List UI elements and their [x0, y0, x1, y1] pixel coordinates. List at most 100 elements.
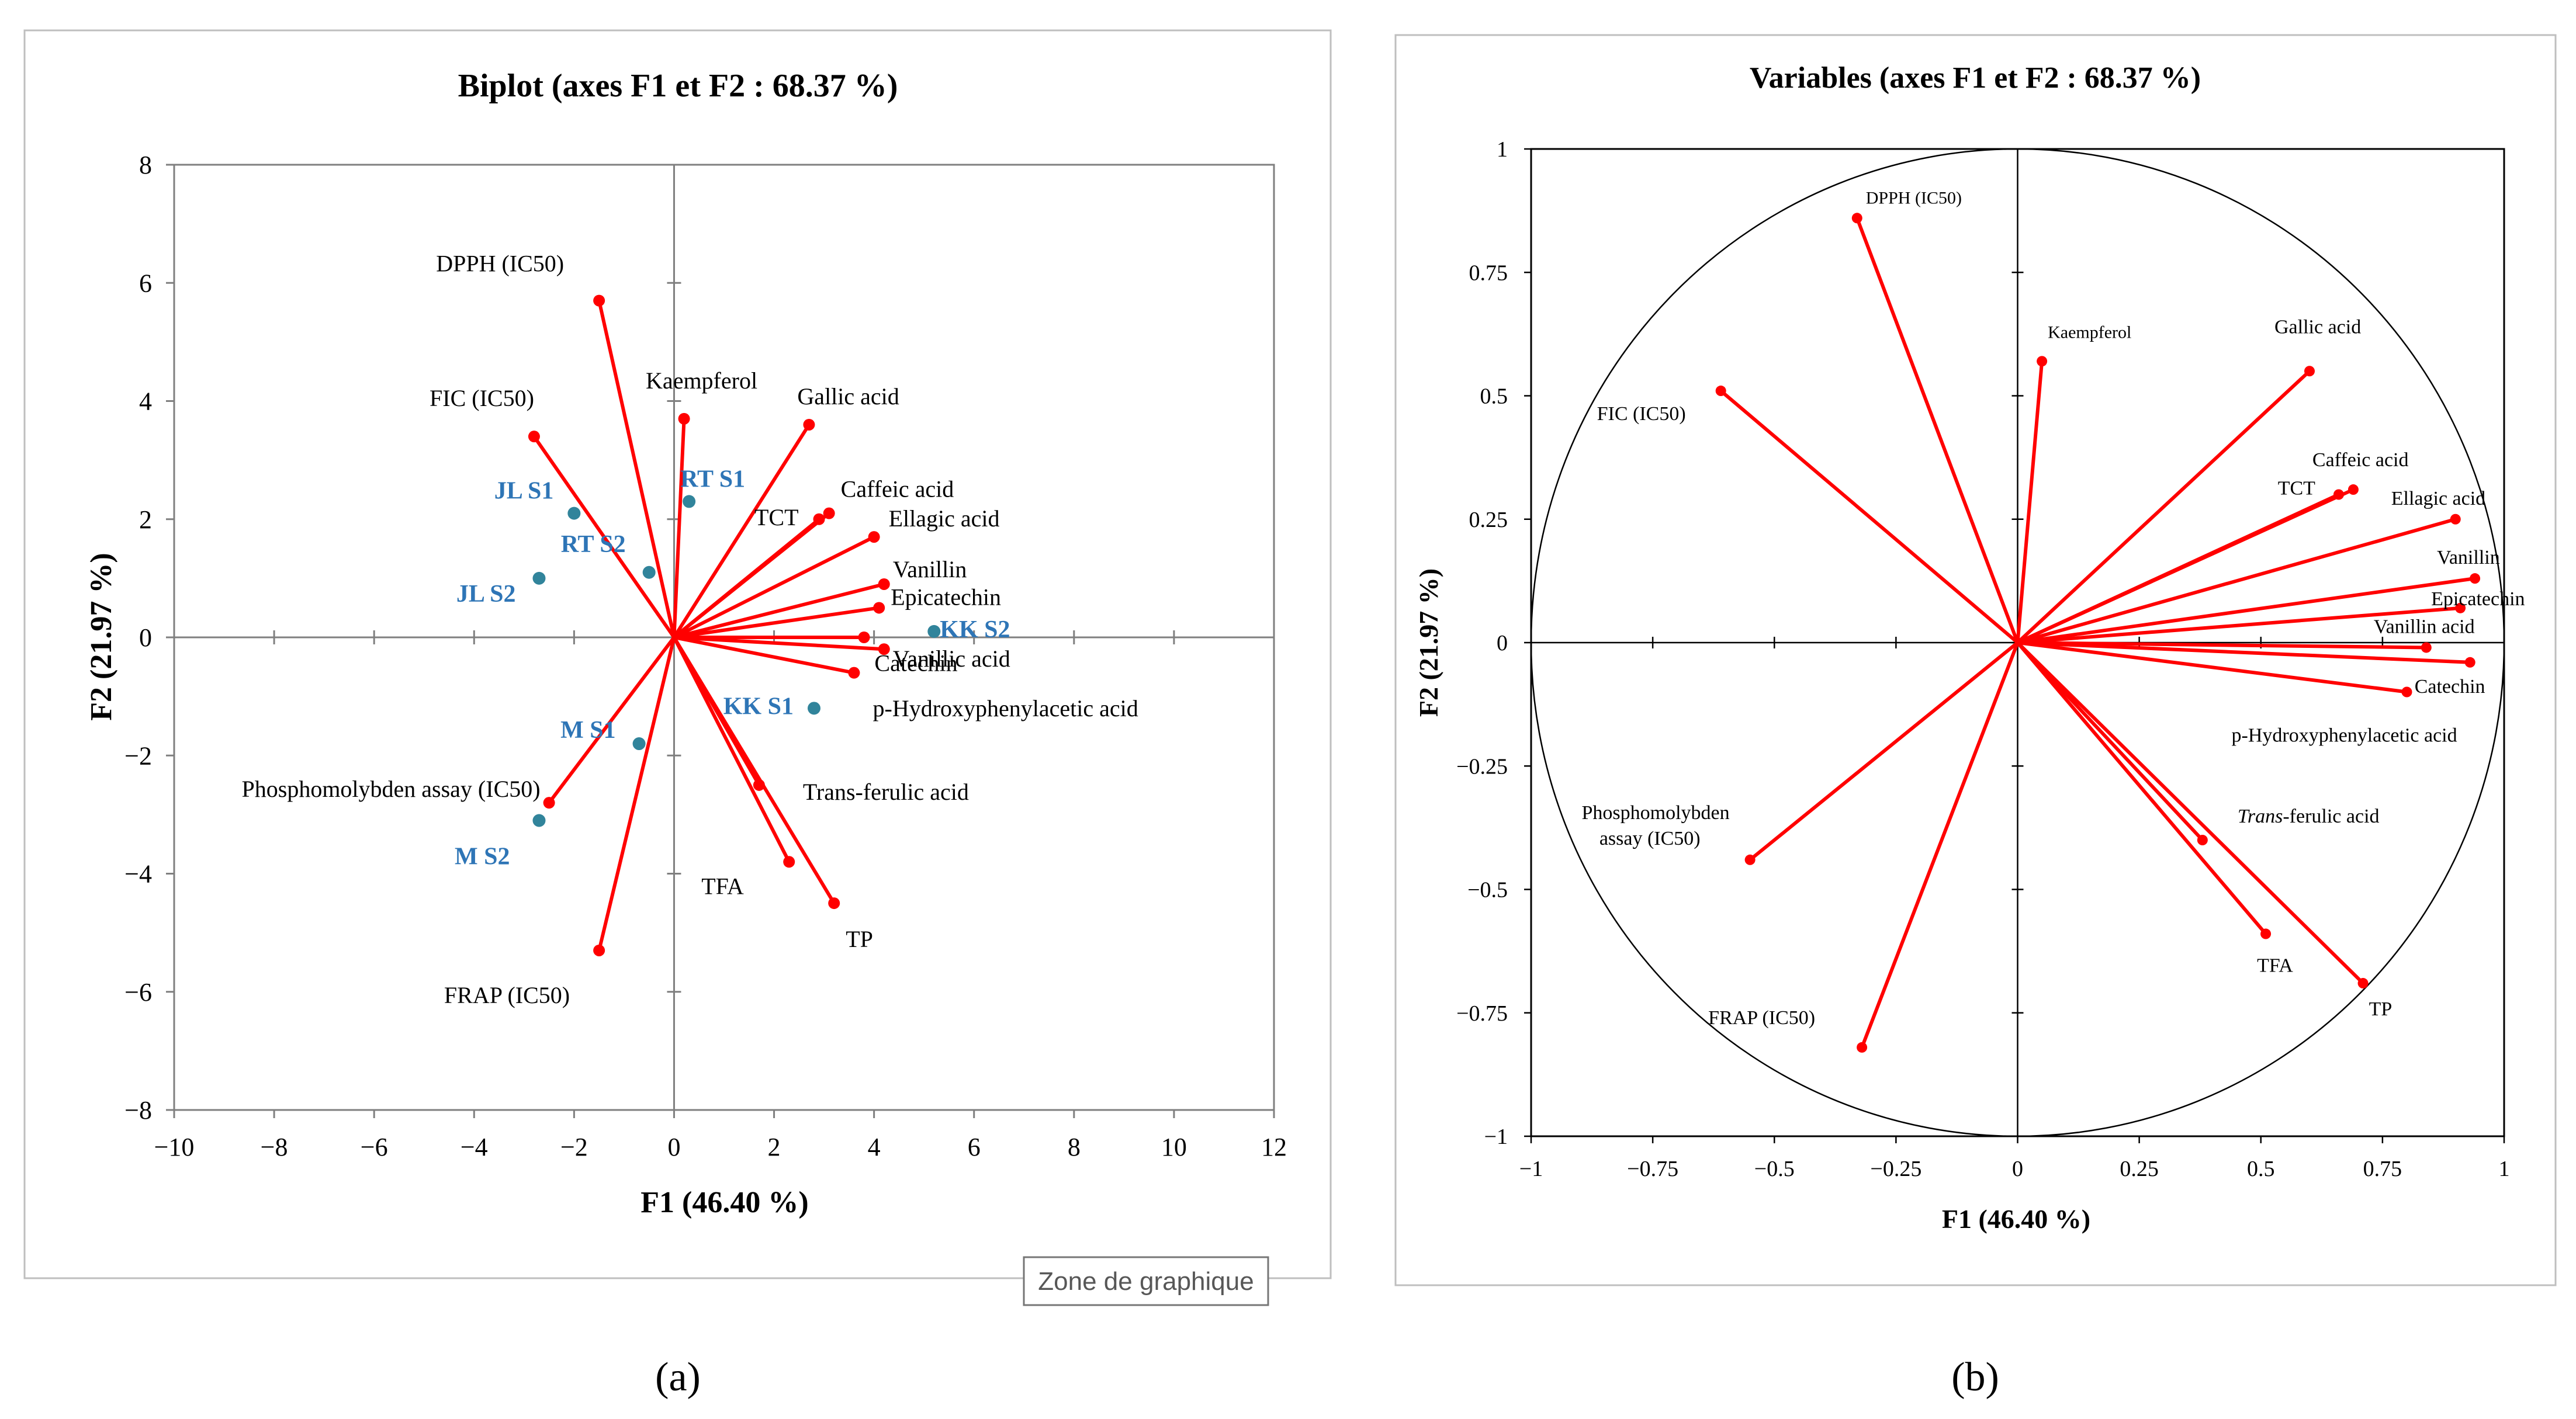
panel-a-vector-gallic-acid: [672, 424, 811, 639]
panel-b-vector-label-vanillin-acid: Vanillin acid: [2374, 616, 2475, 637]
panel-b-y-tick-label: 0.25: [1469, 508, 1508, 532]
panel-b-vector-tct: [2017, 492, 2340, 644]
panel-a-vector-label-catechin: Catechin: [874, 650, 957, 676]
panel-b-vector-point-ellagic-acid: [2450, 514, 2461, 525]
panel-b-vector-tp: [2016, 641, 2364, 985]
panel-b-vector-label-ellagic-acid: Ellagic acid: [2391, 488, 2485, 509]
panel-b-vector-label-dpph-ic50: DPPH (IC50): [1866, 188, 1962, 207]
panel-b-y-tick-label: 1: [1497, 137, 1508, 162]
panel-b-x-tick-label: −0.25: [1870, 1157, 1921, 1181]
panel-b-vector-point-trans-ferulic-acid: [2197, 835, 2208, 845]
panel-b-vector-label-p-hydroxyphenylacetic-acid: p-Hydroxyphenylacetic acid: [2232, 725, 2457, 747]
panel-b-xlabel: F1 (46.40 %): [1942, 1204, 2090, 1234]
panel-b-vector-point-epicatechin: [2455, 602, 2466, 613]
panel-a-frame: [23, 29, 1332, 1279]
panel-b-x-tick-label: −1: [1519, 1157, 1543, 1181]
panel-b-y-tick-label: −0.25: [1456, 754, 1508, 779]
panel-b-vector-label-phosphomolybden-assay-ic50: Phosphomolybden assay (IC50): [1582, 802, 1730, 849]
panel-a-vector-label-trans-ferulic-acid: Trans-ferulic acid: [803, 779, 969, 805]
panel-a-x-tick-label: −4: [461, 1133, 488, 1161]
panel-b-vector-label-fic-ic50: FIC (IC50): [1597, 403, 1686, 425]
panel-b-vector-phosphomolybden-assay-ic50: [1749, 641, 2019, 862]
tooltip-text: Zone de graphique: [1038, 1267, 1254, 1296]
panel-a-y-tick-label: −4: [124, 860, 152, 889]
panel-a-sample-point-m-s2: [532, 814, 546, 827]
panel-b-vector-label-frap-ic50: FRAP (IC50): [1708, 1007, 1815, 1029]
panel-a-vector-label-epicatechin: Epicatechin: [891, 584, 1001, 610]
panel-a-vector-label-phosphomolybden-assay-ic50: Phosphomolybden assay (IC50): [242, 776, 541, 802]
panel-a-y-tick-label: −2: [124, 741, 152, 770]
panel-a-sample-point-rt-s1: [683, 495, 696, 508]
panel-b-vector-point-dpph-ic50: [1851, 213, 1862, 224]
panel-b-vector-epicatechin: [2017, 606, 2461, 644]
panel-b-vector-point-phosphomolybden-assay-ic50: [1744, 854, 1756, 865]
panel-a-vector-label-tct: TCT: [754, 504, 799, 530]
panel-a-vector-label-ellagic-acid: Ellagic acid: [889, 505, 1000, 532]
panel-a-vector-label-kaempferol: Kaempferol: [646, 367, 757, 394]
panel-a-vector-epicatechin: [674, 606, 880, 639]
panel-b-vector-point-vanillin: [2470, 573, 2481, 584]
panel-a-vector-label-frap-ic50: FRAP (IC50): [444, 982, 570, 1008]
panel-a-x-tick-label: 0: [667, 1133, 680, 1161]
panel-a-sample-label-kk-s2: KK S2: [940, 616, 1010, 643]
panel-a-vector-vanillic-acid: [674, 636, 884, 651]
panel-b-y-tick-label: 0: [1497, 631, 1508, 655]
panel-a-vector-point-caffeic-acid: [823, 507, 835, 519]
panel-a-x-tick-label: −6: [361, 1133, 388, 1161]
panel-b-vector-point-caffeic-acid: [2348, 484, 2359, 495]
panel-b-vector-frap-ic50: [1860, 641, 2020, 1048]
panel-b-vector-point-vanillin-acid: [2421, 642, 2432, 653]
panel-a-vector-label-vanillin: Vanillin: [893, 556, 967, 582]
panel-b-vector-label-vanillin: Vanillin: [2437, 547, 2500, 568]
panel-a-sample-label-kk-s1: KK S1: [723, 693, 794, 720]
panel-b-vector-kaempferol: [2016, 361, 2044, 643]
panel-a-x-tick-label: −2: [560, 1133, 588, 1161]
panel-a-vector-frap-ic50: [597, 637, 676, 951]
panel-a-vector-point-gallic-acid: [803, 418, 815, 431]
panel-a-sample-label-rt-s2: RT S2: [561, 531, 626, 558]
panel-a-vector-label-tfa: TFA: [701, 873, 744, 899]
panel-b-vector-point-tp: [2357, 978, 2369, 989]
panel-b-y-tick-label: −0.5: [1467, 878, 1508, 903]
panel-b-vector-label-catechin: Catechin: [2415, 676, 2485, 698]
panel-b-vector-tfa: [2016, 641, 2267, 935]
panel-a-vector-phosphomolybden-assay-ic50: [548, 636, 676, 804]
panel-b-vector-ellagic-acid: [2017, 517, 2456, 644]
panel-b-frame: [1394, 34, 2557, 1286]
panel-b-vector-label-tp: TP: [2369, 998, 2393, 1020]
panel-a-vector-catechin: [673, 636, 854, 675]
panel-a-x-tick-label: 12: [1261, 1133, 1287, 1161]
panel-b-title: Variables (axes F1 et F2 : 68.37 %): [1750, 61, 2201, 95]
panel-a-vector-tp: [672, 636, 836, 904]
panel-a-ylabel: F2 (21.97 %): [85, 553, 118, 720]
panel-a-sample-label-m-s1: M S1: [560, 717, 616, 744]
panel-b-y-tick-label: −0.75: [1456, 1001, 1508, 1026]
panel-a-vector-point-fic-ic50: [528, 431, 540, 443]
panel-a-sample-point-rt-s2: [642, 565, 656, 579]
panel-b-ylabel: F2 (21.97 %): [1414, 568, 1443, 717]
panel-a-vector-point-dpph-ic50: [593, 294, 605, 307]
panel-a-vector-tfa: [672, 636, 791, 863]
panel-a-x-tick-label: 2: [768, 1133, 781, 1161]
panel-a-vector-point-catechin: [848, 667, 860, 679]
panel-a-vector-fic-ic50: [532, 435, 676, 639]
panel-b-x-tick-label: 1: [2499, 1157, 2510, 1181]
panel-a-y-tick-label: 4: [139, 387, 152, 416]
panel-b-vector-trans-ferulic-acid: [2016, 641, 2204, 842]
panel-b-vector-point-gallic-acid: [2304, 366, 2315, 377]
panel-a-sample-point-jl-s2: [532, 571, 546, 585]
panel-b-vector-point-tct: [2333, 489, 2344, 500]
panel-b-plot: −1 −0.75 −0.5 −0.25 0 0.25 0.5 0.75 1 1 0.75 0.5 0.2…: [1456, 137, 2525, 1181]
panel-a-vector-point-epicatechin: [873, 602, 885, 614]
panel-a-vector-ellagic-acid: [673, 535, 875, 639]
panel-a-x-tick-label: 4: [868, 1133, 881, 1161]
panel-a-sample-label-rt-s1: RT S1: [680, 466, 745, 492]
panel-a-vector-point-tp: [828, 897, 840, 910]
panel-b-vector-fic-ic50: [1719, 389, 2019, 644]
panel-b-vector-point-tfa: [2260, 928, 2272, 939]
panel-a-y-tick-label: 0: [139, 623, 152, 652]
panel-a-caption: (a): [655, 1355, 701, 1400]
panel-b-x-tick-label: 0.75: [2363, 1157, 2402, 1181]
panel-b-x-tick-label: 0.25: [2120, 1157, 2159, 1181]
